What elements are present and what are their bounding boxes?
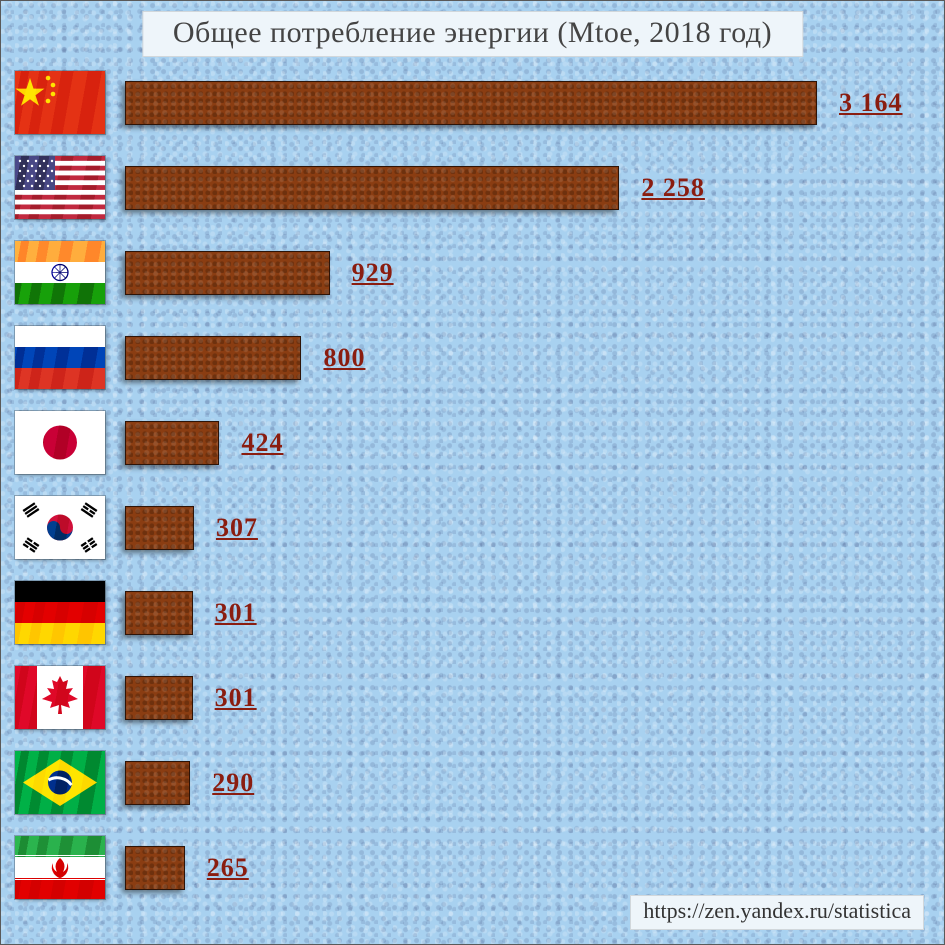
bar-row: 290 <box>15 751 930 814</box>
flag-russia <box>15 326 105 389</box>
bar-row: 2 258 <box>15 156 930 219</box>
bar <box>125 421 219 465</box>
flag-iran <box>15 836 105 899</box>
bar-value: 2 258 <box>641 173 705 203</box>
bar-value: 424 <box>241 428 283 458</box>
bar <box>125 846 185 890</box>
bar <box>125 166 619 210</box>
bar <box>125 761 190 805</box>
flag-brazil <box>15 751 105 814</box>
bar-value: 265 <box>207 853 249 883</box>
bar-row: 424 <box>15 411 930 474</box>
bar-row: 307 <box>15 496 930 559</box>
bar-row: 3 164 <box>15 71 930 134</box>
flag-india <box>15 241 105 304</box>
bar-value: 301 <box>215 683 257 713</box>
bar-value: 3 164 <box>839 88 903 118</box>
flag-canada <box>15 666 105 729</box>
bar-row: 301 <box>15 581 930 644</box>
chart-title: Общее потребление энергии (Mtoe, 2018 го… <box>142 11 803 57</box>
source-footer: https://zen.yandex.ru/statistica <box>630 895 924 930</box>
flag-china <box>15 71 105 134</box>
flag-south-korea <box>15 496 105 559</box>
bar-row: 800 <box>15 326 930 389</box>
bar <box>125 591 193 635</box>
bar-row: 265 <box>15 836 930 899</box>
bar <box>125 251 330 295</box>
bar-rows: 3 164 <box>15 71 930 921</box>
bar-value: 290 <box>212 768 254 798</box>
bar-row: 301 <box>15 666 930 729</box>
flag-germany <box>15 581 105 644</box>
flag-japan <box>15 411 105 474</box>
flag-usa <box>15 156 105 219</box>
bar <box>125 81 817 125</box>
bar <box>125 676 193 720</box>
chart-canvas: Общее потребление энергии (Mtoe, 2018 го… <box>0 0 945 945</box>
bar-value: 307 <box>216 513 258 543</box>
bar-value: 929 <box>352 258 394 288</box>
bar-row: 929 <box>15 241 930 304</box>
bar-value: 301 <box>215 598 257 628</box>
bar-value: 800 <box>323 343 365 373</box>
bar <box>125 336 301 380</box>
bar <box>125 506 194 550</box>
